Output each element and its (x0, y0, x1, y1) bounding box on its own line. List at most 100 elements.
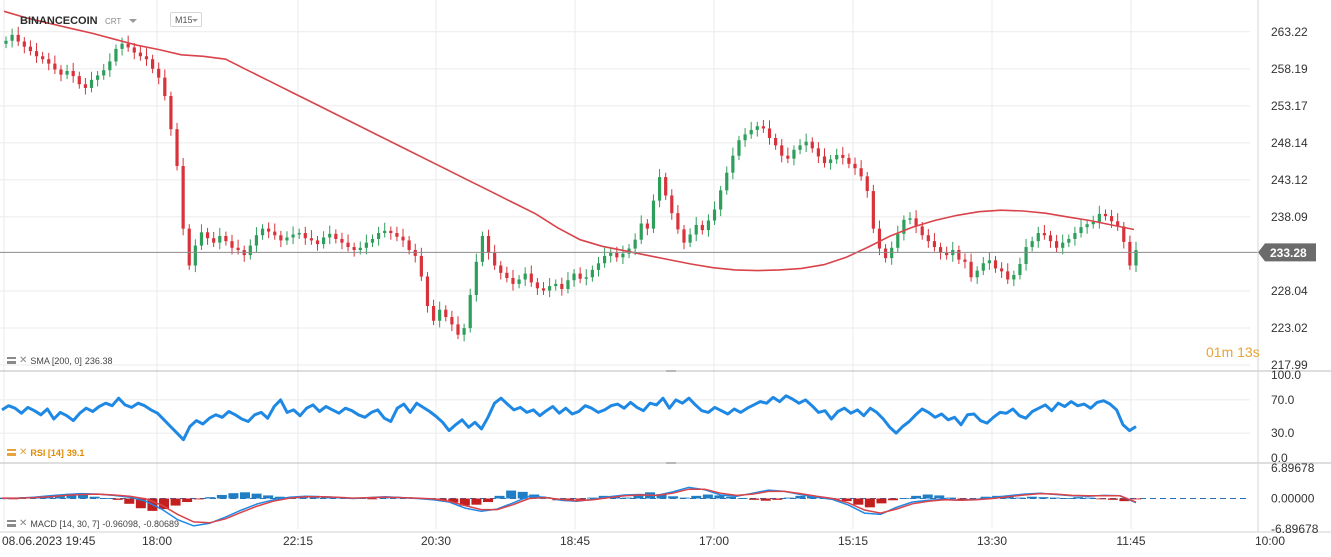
candle-body (267, 228, 271, 232)
candle (65, 64, 69, 80)
y-tick-label: 258.19 (1271, 62, 1308, 76)
candle-body (499, 265, 503, 273)
menu-icon[interactable] (7, 357, 16, 364)
candle-body (633, 239, 637, 249)
candle (792, 145, 796, 166)
candle (987, 252, 992, 270)
candle (334, 229, 338, 244)
candle (877, 220, 882, 256)
candle (144, 48, 149, 66)
candle-body (291, 234, 295, 238)
candle (1054, 234, 1059, 253)
candle (309, 230, 314, 245)
symbol-label[interactable]: BINANCECOIN (20, 15, 98, 27)
candle (847, 153, 851, 169)
candle (83, 77, 88, 95)
candle (364, 234, 368, 255)
candle (138, 46, 142, 61)
candle-body (163, 77, 167, 97)
candle-body (749, 129, 753, 135)
x-tick-label: 22:15 (283, 534, 313, 548)
candle (370, 234, 375, 248)
candle-body (1048, 235, 1053, 242)
candle (963, 253, 967, 269)
candle-body (144, 56, 149, 60)
macd-histogram-bar (772, 498, 783, 500)
candle-body (108, 61, 112, 71)
chevron-down-icon (192, 19, 198, 22)
candle-body (309, 238, 314, 241)
candle (431, 299, 436, 326)
macd-histogram-bar (1026, 496, 1037, 499)
candle-body (548, 286, 552, 291)
close-icon[interactable]: ✕ (19, 518, 28, 529)
candle-body (22, 41, 26, 47)
candle-body (731, 155, 735, 173)
candle-body (1097, 213, 1101, 223)
rsi-y-tick-label: 70.0 (1271, 393, 1295, 407)
candle (199, 224, 204, 251)
chevron-down-icon[interactable] (129, 19, 137, 23)
candle (28, 40, 33, 56)
candle-body (621, 253, 625, 258)
candle-body (743, 134, 747, 141)
candle (1024, 238, 1028, 271)
candle-body (639, 223, 643, 240)
candle (786, 147, 790, 164)
candle-body (1024, 247, 1028, 265)
candle-body (83, 84, 88, 88)
candle-body (47, 59, 51, 64)
close-icon[interactable]: ✕ (19, 447, 28, 458)
candle (725, 166, 729, 195)
candle (59, 65, 63, 82)
candle (1122, 222, 1126, 249)
macd-histogram-bar (621, 497, 632, 499)
candle (389, 226, 393, 240)
macd-histogram-bar (957, 498, 968, 500)
candle-body (431, 305, 436, 321)
macd-histogram-bar (517, 491, 528, 499)
candle (572, 269, 576, 287)
candle-body (798, 145, 802, 150)
macd-value-1: -0.96098, (102, 518, 141, 529)
candle-body (419, 255, 423, 277)
candle (822, 148, 827, 168)
macd-histogram-bar (853, 498, 864, 505)
chart-mode-label[interactable]: CRT (105, 17, 122, 26)
candle-body (853, 163, 857, 169)
timeframe-select[interactable]: M15 (170, 12, 202, 27)
candle (761, 119, 766, 133)
candle (737, 135, 741, 161)
candle (493, 244, 497, 270)
candle (511, 269, 515, 291)
candle-body (212, 238, 216, 243)
menu-icon[interactable] (7, 520, 16, 527)
candle-body (890, 247, 894, 259)
candle (975, 266, 979, 284)
candle-body (248, 245, 252, 256)
candle (1042, 224, 1046, 240)
candle-body (126, 43, 130, 48)
candle-body (572, 273, 576, 281)
candle-countdown: 01m 13s (1206, 344, 1260, 360)
macd-histogram-bar (841, 498, 852, 502)
menu-icon[interactable] (7, 449, 16, 456)
candle (1006, 263, 1010, 284)
candle (474, 253, 478, 302)
candle-body (676, 213, 680, 230)
candle-body (456, 324, 460, 335)
candle (444, 305, 448, 322)
pane-resize-handle[interactable] (666, 370, 676, 372)
macd-histogram-bar (633, 494, 644, 499)
macd-histogram-bar (112, 498, 123, 500)
candle (774, 133, 778, 150)
candle-body (383, 230, 387, 234)
candle-body (786, 155, 790, 159)
candle-body (511, 277, 515, 284)
macd-histogram-bar (575, 498, 586, 500)
close-icon[interactable]: ✕ (19, 355, 28, 366)
pane-resize-handle[interactable] (666, 462, 676, 464)
candle (596, 257, 601, 277)
macd-histogram-bar (668, 496, 679, 499)
